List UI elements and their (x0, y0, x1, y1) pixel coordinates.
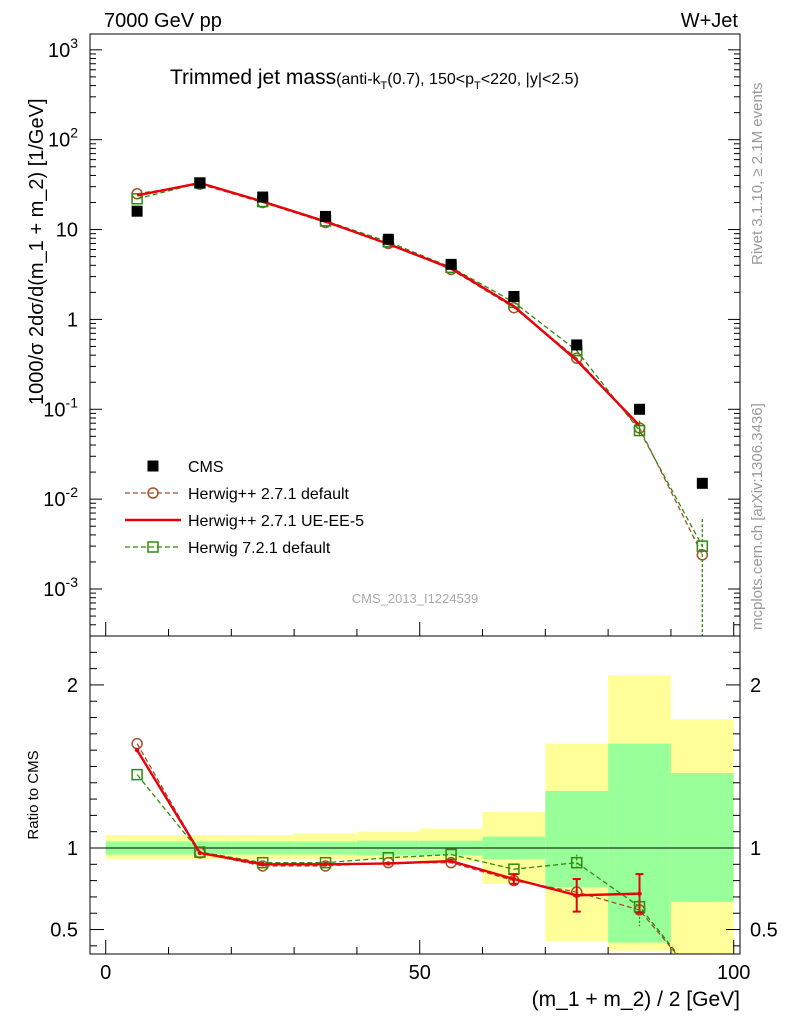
main-y-tick-label: 103 (48, 35, 78, 62)
ratio-x-tick-label: 50 (409, 962, 431, 984)
main-y-tick-label: 1 (67, 309, 78, 331)
main-y-label: 1000/σ 2dσ/d(m_1 + m_2) [1/GeV] (26, 98, 48, 405)
ratio-y-tick-label: 2 (750, 675, 761, 697)
main-point-cms (257, 191, 269, 203)
main-point-cms (382, 233, 394, 245)
main-y-axis: 10-3 10-2 10-1 1 10 102 103 (43, 35, 740, 637)
main-y-tick-label: 102 (48, 125, 78, 152)
ratio-point-hpp_ueee5 (260, 862, 265, 867)
legend-item-hpp_ueee5: Herwig++ 2.7.1 UE-EE-5 (125, 513, 364, 530)
main-point-cms (194, 177, 206, 189)
main-point-cms (634, 403, 646, 415)
ratio-point-hpp_ueee5 (323, 862, 328, 867)
main-y-tick-label: 10 (56, 220, 78, 242)
main-point-cms (571, 339, 583, 351)
ratio-point-h7 (319, 856, 332, 869)
ratio-point-hpp_ueee5 (134, 747, 140, 753)
main-x-ticks (105, 622, 735, 636)
ratio-band-inner (545, 790, 609, 888)
chart-title: Trimmed jet mass(anti-kT​(0.7), 150<pT​<… (170, 66, 579, 92)
chart-title-sub: (anti-kT​(0.7), 150<pT​<220, |y|<2.5) (336, 71, 579, 92)
chart-title-main: Trimmed jet mass (170, 66, 336, 89)
ratio-y-tick-label: 1 (67, 838, 78, 860)
ratio-panel: 0.5 0.5 1 1 2 2 0 50 100 (50, 635, 778, 984)
rivet-label: Rivet 3.1.10, ≥ 2.1M events (749, 83, 766, 266)
legend-item-hpp_default: Herwig++ 2.7.1 default (125, 486, 350, 503)
ratio-point-h7 (194, 846, 206, 858)
header-right: W+Jet (681, 10, 739, 32)
ratio-band-inner (670, 772, 734, 902)
main-point-cms (508, 290, 520, 302)
analysis-watermark: CMS_2013_I1224539 (352, 591, 479, 606)
ratio-y-tick-label: 0.5 (50, 920, 78, 942)
legend-item-h7: Herwig 7.2.1 default (125, 540, 331, 557)
legend: CMS Herwig++ 2.7.1 default Herwig++ 2.7.1 … (125, 459, 364, 557)
main-line-hpp_ueee5 (136, 181, 641, 427)
ratio-y-tick-label: 1 (750, 838, 761, 860)
ratio-point-hpp_ueee5 (386, 861, 391, 866)
ratio-y-label: Ratio to CMS (25, 750, 42, 839)
legend-label: Herwig++ 2.7.1 default (188, 486, 350, 503)
legend-label: Herwig 7.2.1 default (188, 540, 331, 557)
ratio-y-tick-label: 0.5 (750, 920, 778, 942)
ratio-point-h7 (131, 768, 143, 781)
ratio-x-axis: 0 50 100 (100, 940, 750, 984)
ratio-frame (89, 635, 741, 955)
legend-item-cms: CMS (147, 459, 224, 476)
header-left: 7000 GeV pp (104, 10, 222, 32)
main-point-h7 (131, 193, 143, 205)
x-axis-label: (m_1 + m_2) / 2 [GeV] (532, 988, 740, 1011)
ratio-y-tick-label: 2 (67, 675, 78, 697)
legend-swatch-hpp_default (147, 487, 159, 499)
main-point-cms (445, 258, 457, 270)
main-y-tick-label: 10-3 (43, 574, 78, 601)
ratio-x-tick-label: 0 (100, 962, 111, 984)
ratio-y-axis: 0.5 0.5 1 1 2 2 (50, 651, 778, 947)
legend-label: Herwig++ 2.7.1 UE-EE-5 (188, 513, 364, 530)
main-point-hpp_default (570, 352, 583, 364)
main-point-cms (131, 205, 143, 217)
main-y-tick-label: 10-1 (43, 394, 78, 421)
main-panel: 10-3 10-2 10-1 1 10 102 103 (43, 33, 741, 637)
mcplots-label: mcplots.cern.ch [arXiv:1306.3436] (749, 403, 766, 630)
main-y-tick-label: 10-2 (43, 484, 78, 511)
legend-label: CMS (188, 459, 224, 476)
main-point-cms (320, 210, 332, 222)
main-series (131, 177, 709, 636)
ratio-point-hpp_ueee5 (448, 858, 454, 864)
ratio-point-hpp_ueee5 (197, 850, 203, 856)
legend-swatch-cms (147, 460, 159, 472)
legend-swatch-h7 (147, 541, 159, 553)
main-point-cms (696, 477, 708, 489)
ratio-series (131, 737, 679, 954)
ratio-line-h7 (136, 774, 679, 954)
ratio-x-tick-label: 100 (717, 962, 750, 984)
